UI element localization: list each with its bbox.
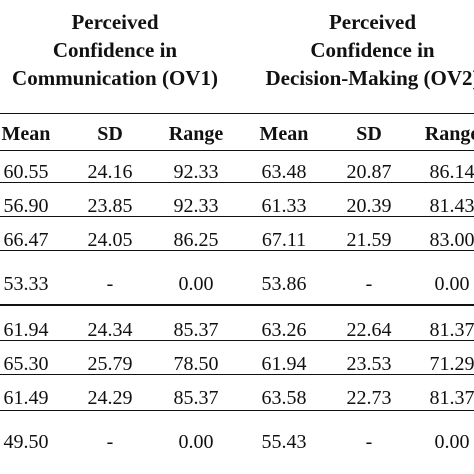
column-header-range: Range (168, 123, 224, 145)
table-cell: 61.49 (3, 387, 49, 409)
table-cell: 81.37 (429, 387, 474, 409)
table-cell: 86.14 (429, 161, 474, 183)
row-separator (0, 304, 474, 306)
table-cell: 23.85 (87, 195, 133, 217)
table-cell: 61.94 (3, 319, 49, 341)
table-cell: 0.00 (178, 273, 214, 295)
row-separator (0, 250, 474, 251)
table-cell: 78.50 (173, 353, 219, 375)
column-header-mean: Mean (259, 123, 309, 145)
table-cell: 92.33 (173, 161, 219, 183)
table-cell: 85.37 (173, 387, 219, 409)
table-cell: 81.37 (429, 319, 474, 341)
column-header-rule (0, 150, 474, 151)
table-cell: 61.33 (261, 195, 307, 217)
table-cell: 24.29 (87, 387, 133, 409)
table-cell: 83.00 (429, 229, 474, 251)
group-header-ov1: Perceived Confidence in Communication (O… (0, 8, 240, 92)
table-cell: 0.00 (434, 431, 470, 453)
group-header-line: Communication (OV1) (12, 66, 218, 90)
group-header-line: Decision-Making (OV2) (265, 66, 474, 90)
row-separator (0, 216, 474, 217)
group-header-line: Perceived (328, 10, 417, 34)
row-separator (0, 182, 474, 183)
table-cell: 0.00 (434, 273, 470, 295)
table-cell: - (106, 431, 114, 453)
table-cell: 23.53 (346, 353, 392, 375)
table-cell: 63.26 (261, 319, 307, 341)
column-header-range: Range (424, 123, 474, 145)
table-cell: 53.86 (261, 273, 307, 295)
group-header-line: Confidence in (52, 38, 178, 62)
row-separator (0, 340, 474, 341)
table-cell: 85.37 (173, 319, 219, 341)
table-cell: 22.73 (346, 387, 392, 409)
table-cell: 24.05 (87, 229, 133, 251)
row-separator (0, 410, 474, 411)
group-header-ov2: Perceived Confidence in Decision-Making … (240, 8, 474, 92)
group-header-line: Confidence in (310, 38, 435, 62)
table-cell: 49.50 (3, 431, 49, 453)
header-rule (0, 113, 474, 114)
table-cell: 63.48 (261, 161, 307, 183)
table-cell: 25.79 (87, 353, 133, 375)
table-cell: 63.58 (261, 387, 307, 409)
table-cell: 53.33 (3, 273, 49, 295)
table-cell: 56.90 (3, 195, 49, 217)
table-cell: 60.55 (3, 161, 49, 183)
table-cell: 81.43 (429, 195, 474, 217)
row-separator (0, 374, 474, 375)
table-cell: 65.30 (3, 353, 49, 375)
table-cell: - (106, 273, 114, 295)
table-cell: 86.25 (173, 229, 219, 251)
table-cell: 67.11 (261, 229, 307, 251)
column-header-mean: Mean (1, 123, 51, 145)
table-cell: 0.00 (178, 431, 214, 453)
table-cell: - (365, 431, 373, 453)
table-cell: 92.33 (173, 195, 219, 217)
table-cell: 61.94 (261, 353, 307, 375)
table-cell: 24.34 (87, 319, 133, 341)
table-cell: 71.29 (429, 353, 474, 375)
table-cell: 55.43 (261, 431, 307, 453)
table-cell: 20.87 (346, 161, 392, 183)
table-cell: - (365, 273, 373, 295)
table-cell: 22.64 (346, 319, 392, 341)
group-header-line: Perceived (71, 10, 159, 34)
table-cell: 66.47 (3, 229, 49, 251)
table-cell: 21.59 (346, 229, 392, 251)
table-cell: 20.39 (346, 195, 392, 217)
column-header-sd: SD (97, 123, 123, 145)
column-header-sd: SD (356, 123, 382, 145)
table-cell: 24.16 (87, 161, 133, 183)
